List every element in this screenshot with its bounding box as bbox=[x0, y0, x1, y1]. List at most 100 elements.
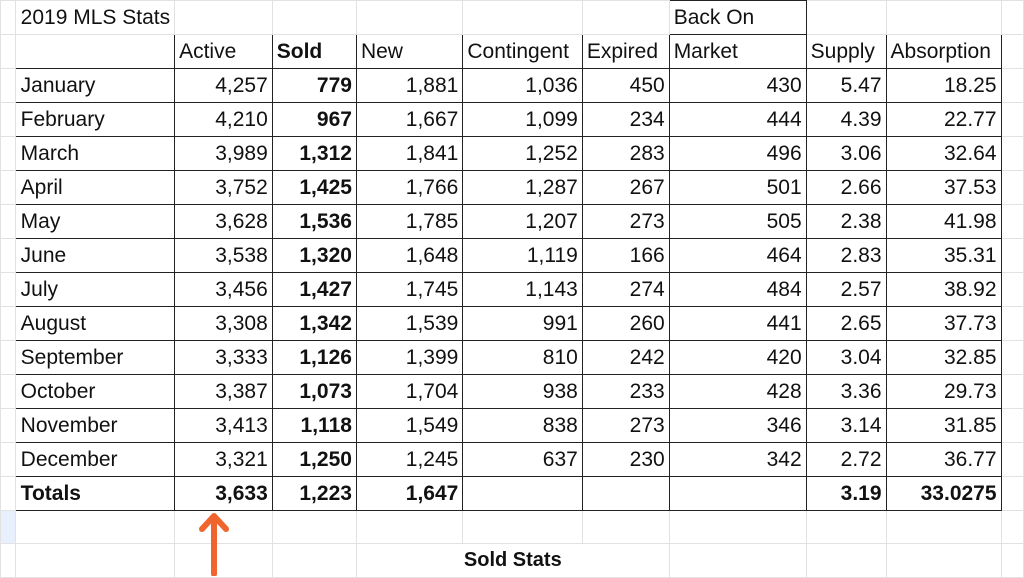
data-cell[interactable]: 1,648 bbox=[355, 238, 464, 273]
empty-cell[interactable] bbox=[885, 543, 1002, 578]
data-cell[interactable]: 1,342 bbox=[271, 306, 357, 341]
empty-cell[interactable] bbox=[271, 510, 357, 544]
data-cell[interactable]: 3,308 bbox=[174, 306, 273, 341]
data-cell[interactable]: 346 bbox=[668, 408, 807, 443]
data-cell[interactable]: 2.66 bbox=[805, 170, 887, 205]
total-cell[interactable]: 1,647 bbox=[355, 476, 464, 511]
data-cell[interactable]: 1,252 bbox=[462, 136, 583, 171]
data-cell[interactable]: 4,210 bbox=[174, 102, 273, 137]
data-cell[interactable]: 18.25 bbox=[885, 68, 1002, 103]
empty-cell[interactable] bbox=[805, 510, 887, 544]
data-cell[interactable]: 444 bbox=[668, 102, 807, 137]
row-label[interactable]: May bbox=[14, 204, 176, 239]
row-label[interactable]: October bbox=[14, 374, 176, 409]
data-cell[interactable]: 37.53 bbox=[885, 170, 1002, 205]
data-cell[interactable]: 1,036 bbox=[462, 68, 583, 103]
data-cell[interactable]: 1,425 bbox=[271, 170, 357, 205]
header-month[interactable] bbox=[14, 34, 176, 69]
column-header[interactable]: Market bbox=[668, 34, 807, 69]
data-cell[interactable]: 2.83 bbox=[805, 238, 887, 273]
total-cell[interactable] bbox=[668, 476, 807, 511]
data-cell[interactable]: 3,628 bbox=[174, 204, 273, 239]
sold-stats-caption[interactable]: Sold Stats bbox=[355, 543, 670, 578]
data-cell[interactable]: 22.77 bbox=[885, 102, 1002, 137]
data-cell[interactable]: 1,539 bbox=[355, 306, 464, 341]
row-label[interactable]: June bbox=[14, 238, 176, 273]
data-cell[interactable]: 32.85 bbox=[885, 340, 1002, 375]
header-back-on[interactable]: Back On bbox=[668, 0, 807, 35]
data-cell[interactable]: 1,143 bbox=[462, 272, 583, 307]
column-header[interactable]: Absorption bbox=[885, 34, 1002, 69]
row-label[interactable]: March bbox=[14, 136, 176, 171]
empty-cell[interactable] bbox=[14, 510, 176, 544]
data-cell[interactable]: 37.73 bbox=[885, 306, 1002, 341]
data-cell[interactable]: 5.47 bbox=[805, 68, 887, 103]
data-cell[interactable]: 464 bbox=[668, 238, 807, 273]
data-cell[interactable]: 35.31 bbox=[885, 238, 1002, 273]
data-cell[interactable]: 991 bbox=[462, 306, 583, 341]
data-cell[interactable]: 3,752 bbox=[174, 170, 273, 205]
data-cell[interactable]: 1,766 bbox=[355, 170, 464, 205]
total-cell[interactable]: 1,223 bbox=[271, 476, 357, 511]
row-label[interactable]: December bbox=[14, 442, 176, 477]
data-cell[interactable]: 3,387 bbox=[174, 374, 273, 409]
data-cell[interactable]: 1,099 bbox=[462, 102, 583, 137]
data-cell[interactable]: 3.14 bbox=[805, 408, 887, 443]
data-cell[interactable]: 31.85 bbox=[885, 408, 1002, 443]
empty-cell[interactable] bbox=[581, 0, 670, 35]
data-cell[interactable]: 637 bbox=[462, 442, 583, 477]
data-cell[interactable]: 166 bbox=[581, 238, 670, 273]
data-cell[interactable]: 810 bbox=[462, 340, 583, 375]
data-cell[interactable]: 1,881 bbox=[355, 68, 464, 103]
empty-cell[interactable] bbox=[805, 543, 887, 578]
empty-cell[interactable] bbox=[355, 510, 464, 544]
total-cell[interactable]: 3.19 bbox=[805, 476, 887, 511]
data-cell[interactable]: 1,427 bbox=[271, 272, 357, 307]
data-cell[interactable]: 3,989 bbox=[174, 136, 273, 171]
data-cell[interactable]: 441 bbox=[668, 306, 807, 341]
data-cell[interactable]: 1,785 bbox=[355, 204, 464, 239]
row-label[interactable]: February bbox=[14, 102, 176, 137]
data-cell[interactable]: 967 bbox=[271, 102, 357, 137]
empty-cell[interactable] bbox=[174, 0, 273, 35]
column-header[interactable]: Sold bbox=[271, 34, 357, 69]
empty-cell[interactable] bbox=[462, 0, 583, 35]
empty-cell[interactable] bbox=[14, 543, 176, 578]
data-cell[interactable]: 1,287 bbox=[462, 170, 583, 205]
empty-cell[interactable] bbox=[668, 543, 807, 578]
data-cell[interactable]: 32.64 bbox=[885, 136, 1002, 171]
data-cell[interactable]: 230 bbox=[581, 442, 670, 477]
data-cell[interactable]: 1,667 bbox=[355, 102, 464, 137]
data-cell[interactable]: 283 bbox=[581, 136, 670, 171]
data-cell[interactable]: 3,538 bbox=[174, 238, 273, 273]
data-cell[interactable]: 1,320 bbox=[271, 238, 357, 273]
data-cell[interactable]: 273 bbox=[581, 408, 670, 443]
empty-cell[interactable] bbox=[668, 510, 807, 544]
data-cell[interactable]: 1,119 bbox=[462, 238, 583, 273]
total-cell[interactable] bbox=[462, 476, 583, 511]
data-cell[interactable]: 1,841 bbox=[355, 136, 464, 171]
data-cell[interactable]: 420 bbox=[668, 340, 807, 375]
row-label[interactable]: July bbox=[14, 272, 176, 307]
data-cell[interactable]: 1,118 bbox=[271, 408, 357, 443]
data-cell[interactable]: 1,399 bbox=[355, 340, 464, 375]
row-label[interactable]: September bbox=[14, 340, 176, 375]
data-cell[interactable]: 1,073 bbox=[271, 374, 357, 409]
data-cell[interactable]: 3,456 bbox=[174, 272, 273, 307]
column-header[interactable]: New bbox=[355, 34, 464, 69]
column-header[interactable]: Supply bbox=[805, 34, 887, 69]
data-cell[interactable]: 428 bbox=[668, 374, 807, 409]
row-label[interactable]: August bbox=[14, 306, 176, 341]
data-cell[interactable]: 234 bbox=[581, 102, 670, 137]
data-cell[interactable]: 1,245 bbox=[355, 442, 464, 477]
total-cell[interactable]: 33.0275 bbox=[885, 476, 1002, 511]
data-cell[interactable]: 2.57 bbox=[805, 272, 887, 307]
data-cell[interactable]: 779 bbox=[271, 68, 357, 103]
data-cell[interactable]: 1,549 bbox=[355, 408, 464, 443]
data-cell[interactable]: 3,413 bbox=[174, 408, 273, 443]
column-header[interactable]: Contingent bbox=[462, 34, 583, 69]
data-cell[interactable]: 267 bbox=[581, 170, 670, 205]
data-cell[interactable]: 29.73 bbox=[885, 374, 1002, 409]
data-cell[interactable]: 3.36 bbox=[805, 374, 887, 409]
data-cell[interactable]: 4,257 bbox=[174, 68, 273, 103]
